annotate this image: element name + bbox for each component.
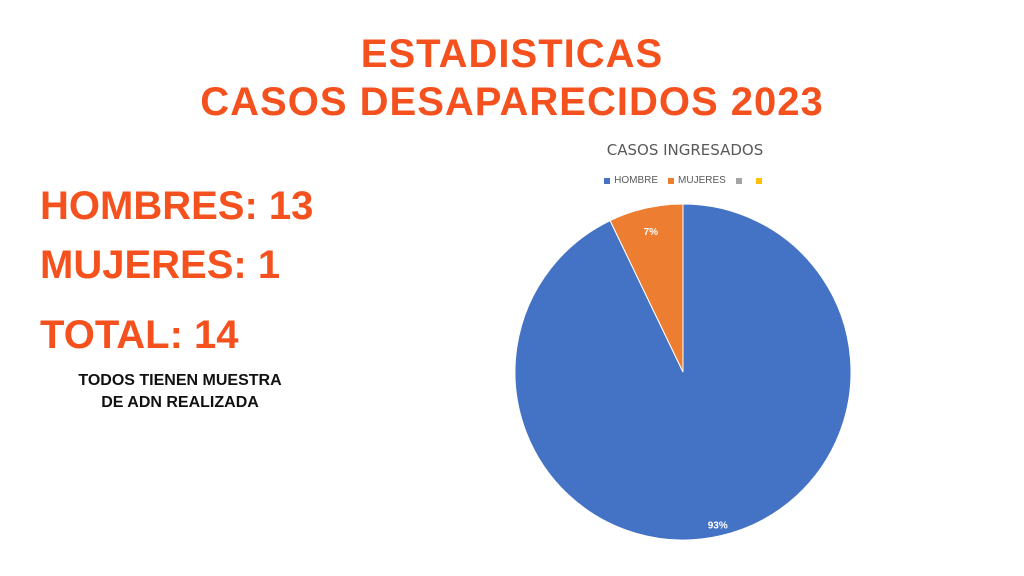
legend-swatch [735, 177, 742, 184]
stat-hombres: HOMBRES: 13 [40, 184, 314, 228]
legend-item: HOMBRE [604, 175, 658, 186]
stat-mujeres: MUJERES: 1 [40, 243, 281, 287]
legend-item: MUJERES [668, 175, 726, 186]
note-line2: DE ADN REALIZADA [101, 394, 259, 411]
page-title-line1: ESTADISTICAS [360, 32, 664, 76]
stat-total: TOTAL: 14 [40, 313, 239, 357]
legend-item [735, 175, 746, 186]
pie-chart: 93% 7% CASOS INGRESADOS HOMBRE MUJERES [500, 135, 870, 565]
legend-swatch [604, 177, 611, 184]
page-title-line2: CASOS DESAPARECIDOS 2023 [200, 80, 824, 124]
legend-swatch [755, 177, 762, 184]
chart-legend: HOMBRE MUJERES [500, 175, 870, 186]
pie-slice [609, 203, 684, 373]
pie-data-label: 93% [708, 520, 728, 531]
legend-item [755, 175, 766, 186]
note-line1: TODOS TIENEN MUESTRA [78, 372, 282, 389]
chart-title: CASOS INGRESADOS [606, 141, 764, 159]
pie-data-label: 7% [644, 227, 659, 238]
pie-chart-svg: 93% 7% [514, 203, 852, 541]
legend-label: HOMBRE [614, 175, 659, 186]
legend-swatch [668, 177, 675, 184]
legend-label: MUJERES [678, 175, 726, 186]
